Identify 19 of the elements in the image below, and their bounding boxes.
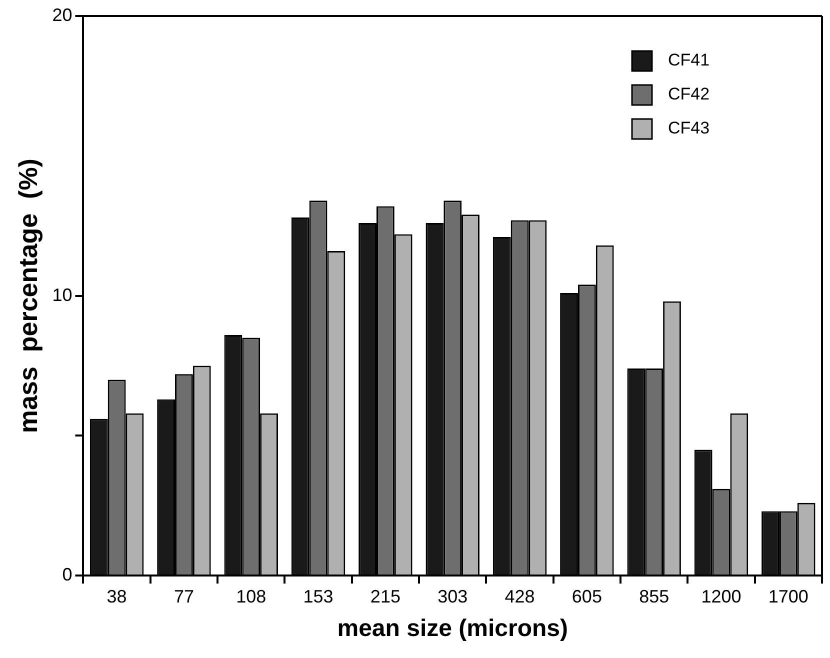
x-tick-label: 303 (438, 586, 468, 606)
y-axis-title: mass percentage (%) (12, 158, 43, 434)
y-tick-label: 0 (62, 564, 72, 585)
y-tick-label: 10 (52, 284, 72, 305)
legend-label: CF43 (668, 118, 710, 138)
x-tick-label: 428 (504, 586, 535, 606)
legend-label: CF41 (668, 50, 710, 70)
x-tick-label: 605 (572, 586, 602, 606)
x-tick-label: 215 (370, 586, 400, 606)
x-axis-title: mean size (microns) (337, 615, 568, 642)
x-tick-label: 1700 (768, 586, 808, 606)
x-tick-label: 38 (106, 586, 127, 606)
x-tick-label: 108 (236, 586, 266, 606)
y-tick-label: 20 (52, 4, 72, 25)
legend-label: CF42 (668, 84, 710, 104)
x-tick-label: 153 (303, 586, 334, 606)
x-tick-label: 1200 (701, 586, 742, 606)
x-tick-label: 855 (639, 586, 670, 606)
x-tick-label: 77 (174, 586, 194, 606)
